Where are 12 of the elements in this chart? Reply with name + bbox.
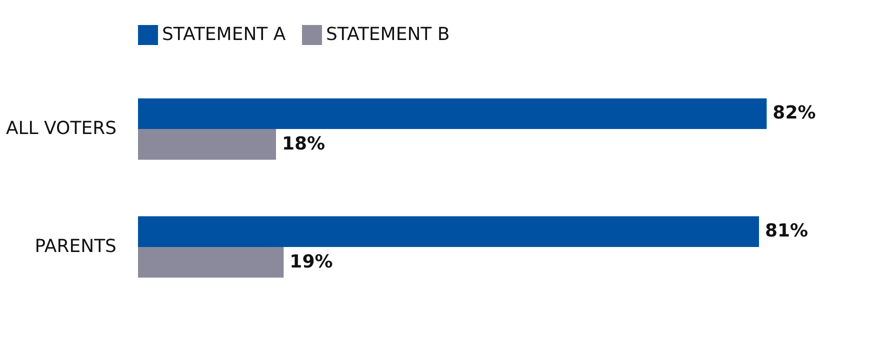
- bar: [138, 216, 759, 247]
- bar: [138, 98, 767, 130]
- data-label: 18%: [282, 133, 326, 154]
- legend-label: STATEMENT B: [326, 24, 450, 45]
- data-label: 19%: [290, 251, 333, 272]
- bar: [138, 129, 276, 160]
- data-label: 81%: [765, 220, 808, 242]
- bar: [138, 246, 284, 278]
- y-tick-label: PARENTS: [34, 236, 116, 257]
- legend-label: STATEMENT A: [162, 24, 286, 45]
- y-tick-label: ALL VOTERS: [6, 118, 116, 140]
- data-label: 82%: [772, 102, 816, 124]
